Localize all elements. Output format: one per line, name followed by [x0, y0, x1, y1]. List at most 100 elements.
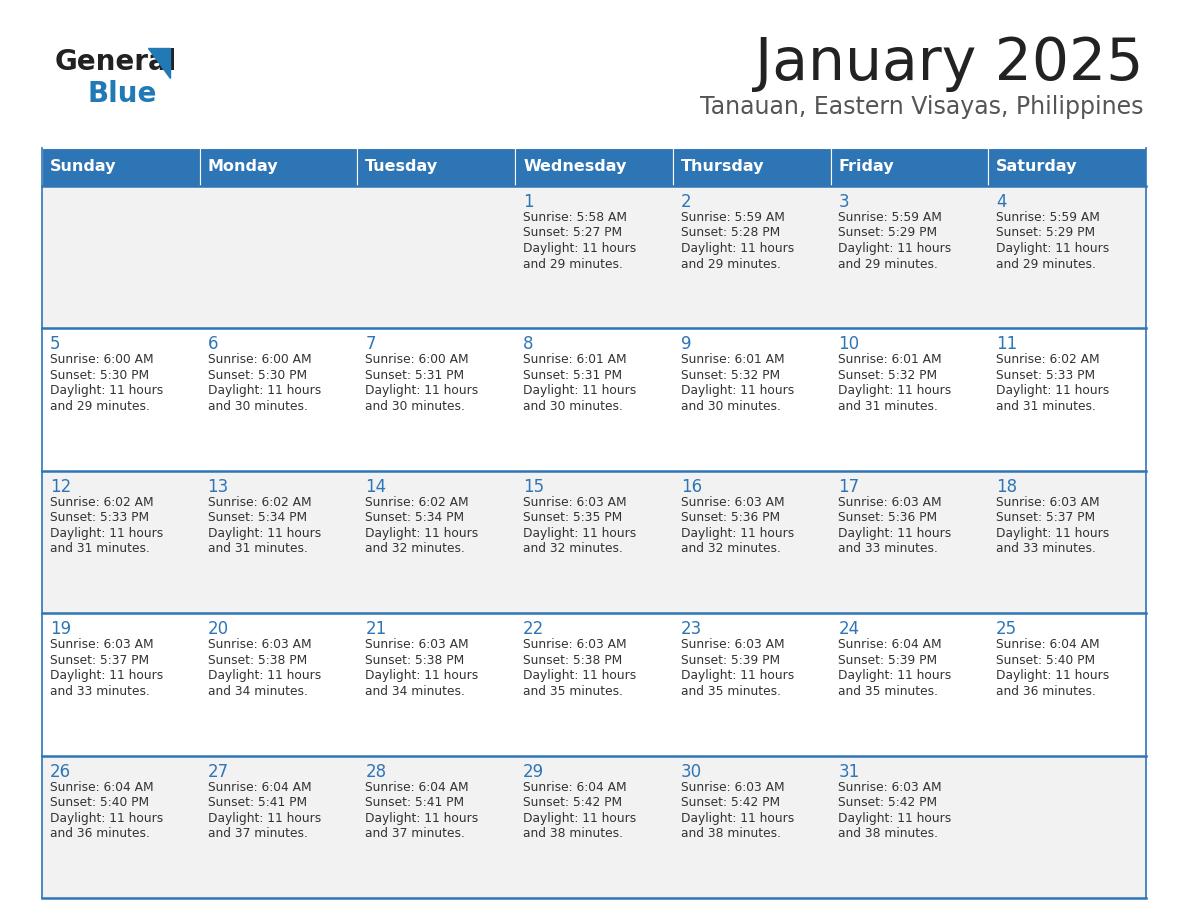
Text: 21: 21: [366, 621, 386, 638]
Text: Daylight: 11 hours: Daylight: 11 hours: [997, 385, 1110, 397]
Text: Sunrise: 6:02 AM: Sunrise: 6:02 AM: [997, 353, 1100, 366]
Text: Daylight: 11 hours: Daylight: 11 hours: [839, 242, 952, 255]
Text: 26: 26: [50, 763, 71, 780]
Text: and 35 minutes.: and 35 minutes.: [523, 685, 623, 698]
Text: Daylight: 11 hours: Daylight: 11 hours: [523, 669, 637, 682]
Text: Sunset: 5:29 PM: Sunset: 5:29 PM: [839, 227, 937, 240]
Text: Sunrise: 6:00 AM: Sunrise: 6:00 AM: [50, 353, 153, 366]
Text: Sunset: 5:38 PM: Sunset: 5:38 PM: [366, 654, 465, 666]
Text: and 32 minutes.: and 32 minutes.: [523, 543, 623, 555]
Text: Sunset: 5:33 PM: Sunset: 5:33 PM: [997, 369, 1095, 382]
Text: Sunset: 5:32 PM: Sunset: 5:32 PM: [839, 369, 937, 382]
Text: Sunrise: 6:01 AM: Sunrise: 6:01 AM: [839, 353, 942, 366]
Text: Sunrise: 6:02 AM: Sunrise: 6:02 AM: [366, 496, 469, 509]
Text: 4: 4: [997, 193, 1006, 211]
Text: Sunrise: 6:02 AM: Sunrise: 6:02 AM: [208, 496, 311, 509]
Text: Daylight: 11 hours: Daylight: 11 hours: [50, 812, 163, 824]
Text: and 29 minutes.: and 29 minutes.: [523, 258, 623, 271]
Text: 10: 10: [839, 335, 860, 353]
Text: Sunset: 5:29 PM: Sunset: 5:29 PM: [997, 227, 1095, 240]
Text: 24: 24: [839, 621, 860, 638]
Text: Sunset: 5:42 PM: Sunset: 5:42 PM: [681, 796, 779, 809]
Text: and 29 minutes.: and 29 minutes.: [839, 258, 939, 271]
Text: Sunrise: 6:03 AM: Sunrise: 6:03 AM: [523, 638, 626, 651]
Bar: [830, 148, 988, 186]
Text: and 38 minutes.: and 38 minutes.: [839, 827, 939, 840]
Text: Daylight: 11 hours: Daylight: 11 hours: [681, 669, 794, 682]
Text: Sunrise: 6:04 AM: Sunrise: 6:04 AM: [366, 780, 469, 793]
Text: and 30 minutes.: and 30 minutes.: [523, 400, 623, 413]
Text: Sunrise: 6:03 AM: Sunrise: 6:03 AM: [681, 780, 784, 793]
Text: and 36 minutes.: and 36 minutes.: [997, 685, 1097, 698]
Text: Daylight: 11 hours: Daylight: 11 hours: [366, 527, 479, 540]
Text: and 38 minutes.: and 38 minutes.: [681, 827, 781, 840]
Text: Daylight: 11 hours: Daylight: 11 hours: [50, 385, 163, 397]
Text: and 35 minutes.: and 35 minutes.: [681, 685, 781, 698]
Text: 17: 17: [839, 477, 860, 496]
Text: 16: 16: [681, 477, 702, 496]
Bar: [516, 148, 672, 186]
Bar: [358, 148, 516, 186]
Text: 13: 13: [208, 477, 229, 496]
Text: 25: 25: [997, 621, 1017, 638]
Text: Daylight: 11 hours: Daylight: 11 hours: [997, 527, 1110, 540]
Text: Daylight: 11 hours: Daylight: 11 hours: [681, 812, 794, 824]
Text: and 33 minutes.: and 33 minutes.: [997, 543, 1097, 555]
Text: and 33 minutes.: and 33 minutes.: [839, 543, 939, 555]
Polygon shape: [148, 48, 170, 78]
Bar: [988, 148, 1146, 186]
Text: and 37 minutes.: and 37 minutes.: [366, 827, 466, 840]
Text: 30: 30: [681, 763, 702, 780]
Text: and 37 minutes.: and 37 minutes.: [208, 827, 308, 840]
Text: Thursday: Thursday: [681, 160, 764, 174]
Text: Daylight: 11 hours: Daylight: 11 hours: [208, 527, 321, 540]
Text: Sunset: 5:31 PM: Sunset: 5:31 PM: [523, 369, 623, 382]
Text: Sunrise: 5:58 AM: Sunrise: 5:58 AM: [523, 211, 627, 224]
Text: Sunrise: 6:03 AM: Sunrise: 6:03 AM: [523, 496, 626, 509]
Text: Sunrise: 6:04 AM: Sunrise: 6:04 AM: [839, 638, 942, 651]
Text: Sunset: 5:40 PM: Sunset: 5:40 PM: [997, 654, 1095, 666]
Text: 15: 15: [523, 477, 544, 496]
Text: Sunset: 5:27 PM: Sunset: 5:27 PM: [523, 227, 623, 240]
Text: 5: 5: [50, 335, 61, 353]
Text: Daylight: 11 hours: Daylight: 11 hours: [208, 669, 321, 682]
Text: Sunset: 5:39 PM: Sunset: 5:39 PM: [839, 654, 937, 666]
Text: Sunset: 5:35 PM: Sunset: 5:35 PM: [523, 511, 623, 524]
Text: 20: 20: [208, 621, 229, 638]
Text: Sunset: 5:38 PM: Sunset: 5:38 PM: [208, 654, 307, 666]
Text: 22: 22: [523, 621, 544, 638]
Text: Sunrise: 5:59 AM: Sunrise: 5:59 AM: [839, 211, 942, 224]
Text: Tuesday: Tuesday: [366, 160, 438, 174]
Text: Tanauan, Eastern Visayas, Philippines: Tanauan, Eastern Visayas, Philippines: [700, 95, 1143, 119]
Text: Sunrise: 6:00 AM: Sunrise: 6:00 AM: [208, 353, 311, 366]
Text: Daylight: 11 hours: Daylight: 11 hours: [523, 527, 637, 540]
Text: 27: 27: [208, 763, 229, 780]
Text: Sunset: 5:38 PM: Sunset: 5:38 PM: [523, 654, 623, 666]
Text: Sunrise: 6:03 AM: Sunrise: 6:03 AM: [208, 638, 311, 651]
Text: and 29 minutes.: and 29 minutes.: [997, 258, 1097, 271]
Text: Daylight: 11 hours: Daylight: 11 hours: [839, 669, 952, 682]
Text: Daylight: 11 hours: Daylight: 11 hours: [681, 242, 794, 255]
Text: Sunset: 5:34 PM: Sunset: 5:34 PM: [208, 511, 307, 524]
Text: Sunset: 5:31 PM: Sunset: 5:31 PM: [366, 369, 465, 382]
Text: 1: 1: [523, 193, 533, 211]
Text: Daylight: 11 hours: Daylight: 11 hours: [50, 669, 163, 682]
Text: and 32 minutes.: and 32 minutes.: [681, 543, 781, 555]
Text: and 29 minutes.: and 29 minutes.: [681, 258, 781, 271]
Text: and 36 minutes.: and 36 minutes.: [50, 827, 150, 840]
Text: Daylight: 11 hours: Daylight: 11 hours: [997, 242, 1110, 255]
Text: Sunset: 5:30 PM: Sunset: 5:30 PM: [50, 369, 148, 382]
Text: Sunset: 5:33 PM: Sunset: 5:33 PM: [50, 511, 148, 524]
Text: and 29 minutes.: and 29 minutes.: [50, 400, 150, 413]
Bar: [200, 148, 358, 186]
Text: and 30 minutes.: and 30 minutes.: [366, 400, 466, 413]
Text: Sunset: 5:36 PM: Sunset: 5:36 PM: [839, 511, 937, 524]
Text: Sunrise: 6:03 AM: Sunrise: 6:03 AM: [839, 780, 942, 793]
Text: Daylight: 11 hours: Daylight: 11 hours: [366, 385, 479, 397]
Text: Sunset: 5:28 PM: Sunset: 5:28 PM: [681, 227, 781, 240]
Text: and 31 minutes.: and 31 minutes.: [208, 543, 308, 555]
Text: Sunrise: 6:01 AM: Sunrise: 6:01 AM: [681, 353, 784, 366]
Text: Daylight: 11 hours: Daylight: 11 hours: [681, 527, 794, 540]
Text: Daylight: 11 hours: Daylight: 11 hours: [523, 812, 637, 824]
Text: and 30 minutes.: and 30 minutes.: [208, 400, 308, 413]
